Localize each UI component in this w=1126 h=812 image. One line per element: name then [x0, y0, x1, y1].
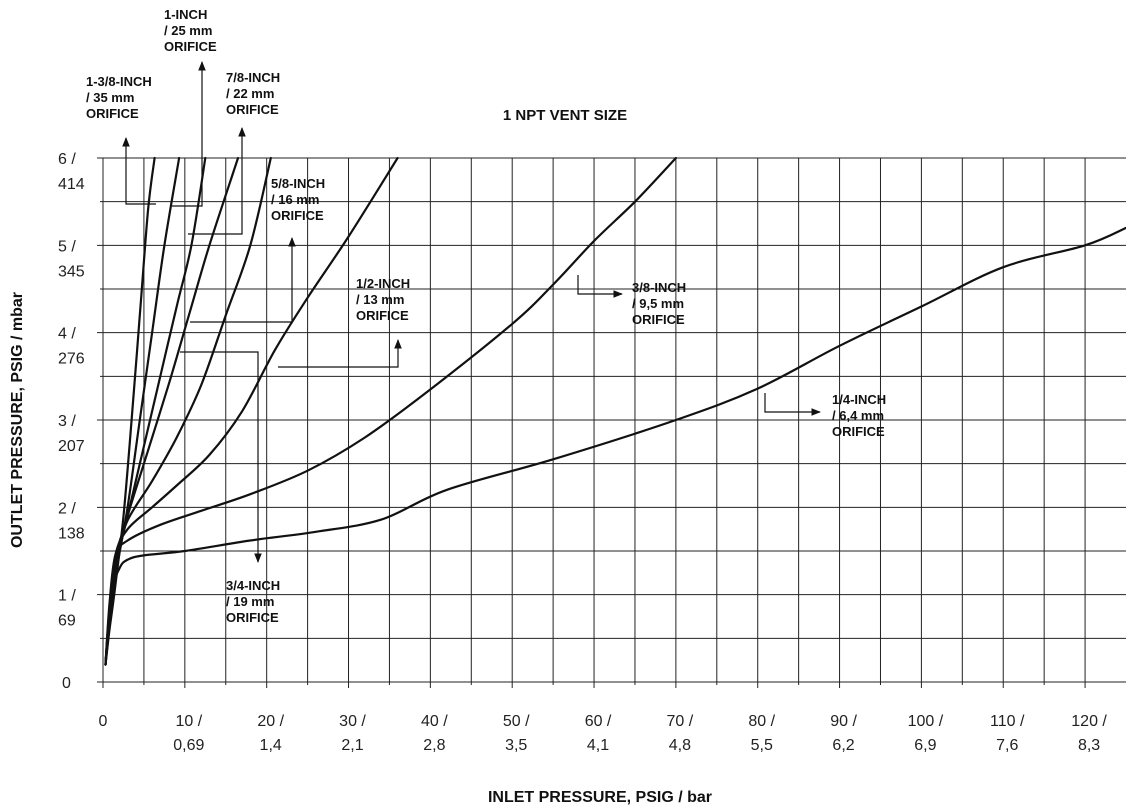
x-tick-label: 6,2	[832, 737, 854, 754]
y-tick-label: 345	[58, 263, 85, 280]
series-3-8-inch-label: / 9,5 mm	[632, 296, 684, 311]
leader-7-8-inch	[188, 127, 246, 235]
series-1-4-inch-line	[104, 226, 1126, 666]
series-1-3-8-inch-label: ORIFICE	[86, 106, 139, 121]
series-1-inch-label: 1-INCH	[164, 7, 207, 22]
series-7-8-inch-label: ORIFICE	[226, 102, 279, 117]
leader-3-8-inch	[577, 275, 623, 298]
tick-layer: 0 10 / 0,69 20 / 1,4 30 / 2,1 40 / 2,8 50 / 3,5 60 …	[58, 151, 1107, 754]
y-tick-label: 4 /	[58, 326, 76, 343]
y-tick-label: 2 /	[58, 500, 76, 517]
x-tick-label: 5,5	[751, 737, 773, 754]
leader-3-4-inch	[180, 351, 262, 563]
x-tick-label: 2,8	[423, 737, 445, 754]
x-tick-label: 4,1	[587, 737, 609, 754]
x-tick-label: 110 /	[990, 713, 1025, 730]
y-tick-label: 1 /	[58, 588, 76, 605]
x-axis-label: INLET PRESSURE, PSIG / bar	[488, 789, 712, 806]
x-tick-label: 0,69	[173, 737, 204, 754]
y-tick-label: 414	[58, 176, 85, 193]
x-tick-label: 120 /	[1071, 713, 1107, 730]
series-5-8-inch-label: / 16 mm	[271, 192, 319, 207]
x-tick-label: 80 /	[748, 713, 775, 730]
series-1-2-inch-label: / 13 mm	[356, 292, 404, 307]
x-tick-label: 30 /	[339, 713, 366, 730]
series-3-8-inch-label: ORIFICE	[632, 312, 685, 327]
x-tick-label: 10 /	[175, 713, 202, 730]
x-tick-label: 2,1	[341, 737, 363, 754]
x-tick-label: 0	[99, 713, 108, 730]
leader-1-4-inch	[764, 393, 821, 416]
leader-layer	[122, 61, 821, 563]
series-3-8-inch-label: 3/8-INCH	[632, 280, 686, 295]
x-tick-label: 6,9	[914, 737, 936, 754]
series-7-8-inch-label: 7/8-INCH	[226, 70, 280, 85]
leader-1-2-inch	[278, 339, 402, 368]
x-tick-label: 3,5	[505, 737, 527, 754]
series-5-8-inch-label: 5/8-INCH	[271, 176, 325, 191]
series-5-8-inch-label: ORIFICE	[271, 208, 324, 223]
grid-layer	[97, 157, 1126, 688]
series-7-8-inch-label: / 22 mm	[226, 86, 274, 101]
series-3-4-inch-label: / 19 mm	[226, 594, 274, 609]
y-tick-label: 138	[58, 525, 85, 542]
series-3-4-inch-label: 3/4-INCH	[226, 578, 280, 593]
x-tick-label: 70 /	[667, 713, 694, 730]
y-tick-label: 276	[58, 351, 85, 368]
series-1-inch-line	[104, 156, 181, 666]
x-tick-label: 50 /	[503, 713, 530, 730]
x-tick-label: 60 /	[585, 713, 612, 730]
leader-5-8-inch	[190, 237, 296, 323]
x-tick-label: 1,4	[260, 737, 282, 754]
series-1-2-inch-label: ORIFICE	[356, 308, 409, 323]
series-1-4-inch-label: ORIFICE	[832, 424, 885, 439]
x-tick-label: 4,8	[669, 737, 691, 754]
leader-1-inch	[172, 61, 206, 207]
y-axis-label: OUTLET PRESSURE, PSIG / mbar	[9, 292, 26, 548]
series-1-3-8-inch-label: 1-3/8-INCH	[86, 74, 152, 89]
series-1-inch-label: ORIFICE	[164, 39, 217, 54]
x-tick-label: 40 /	[421, 713, 448, 730]
y-tick-label: 5 /	[58, 238, 76, 255]
x-tick-label: 8,3	[1078, 737, 1100, 754]
leader-1-3-8-inch	[122, 137, 156, 205]
x-tick-label: 7,6	[996, 737, 1018, 754]
x-tick-label: 100 /	[908, 713, 944, 730]
series-1-2-inch-label: 1/2-INCH	[356, 276, 410, 291]
series-1-4-inch-label: 1/4-INCH	[832, 392, 886, 407]
y-tick-label: 3 /	[58, 413, 76, 430]
series-3-4-inch-label: ORIFICE	[226, 610, 279, 625]
series-1-inch-label: / 25 mm	[164, 23, 212, 38]
x-tick-label: 90 /	[830, 713, 857, 730]
series-3-8-inch-line	[104, 156, 677, 666]
curve-layer	[104, 156, 1126, 666]
y-tick-label: 207	[58, 438, 85, 455]
y-tick-label: 69	[58, 613, 76, 630]
series-1-3-8-inch-label: / 35 mm	[86, 90, 134, 105]
x-tick-label: 20 /	[257, 713, 284, 730]
y-tick-label: 6 /	[58, 151, 76, 168]
series-1-4-inch-label: / 6,4 mm	[832, 408, 884, 423]
y-tick-label: 0	[62, 675, 71, 692]
chart-title: 1 NPT VENT SIZE	[503, 107, 627, 124]
